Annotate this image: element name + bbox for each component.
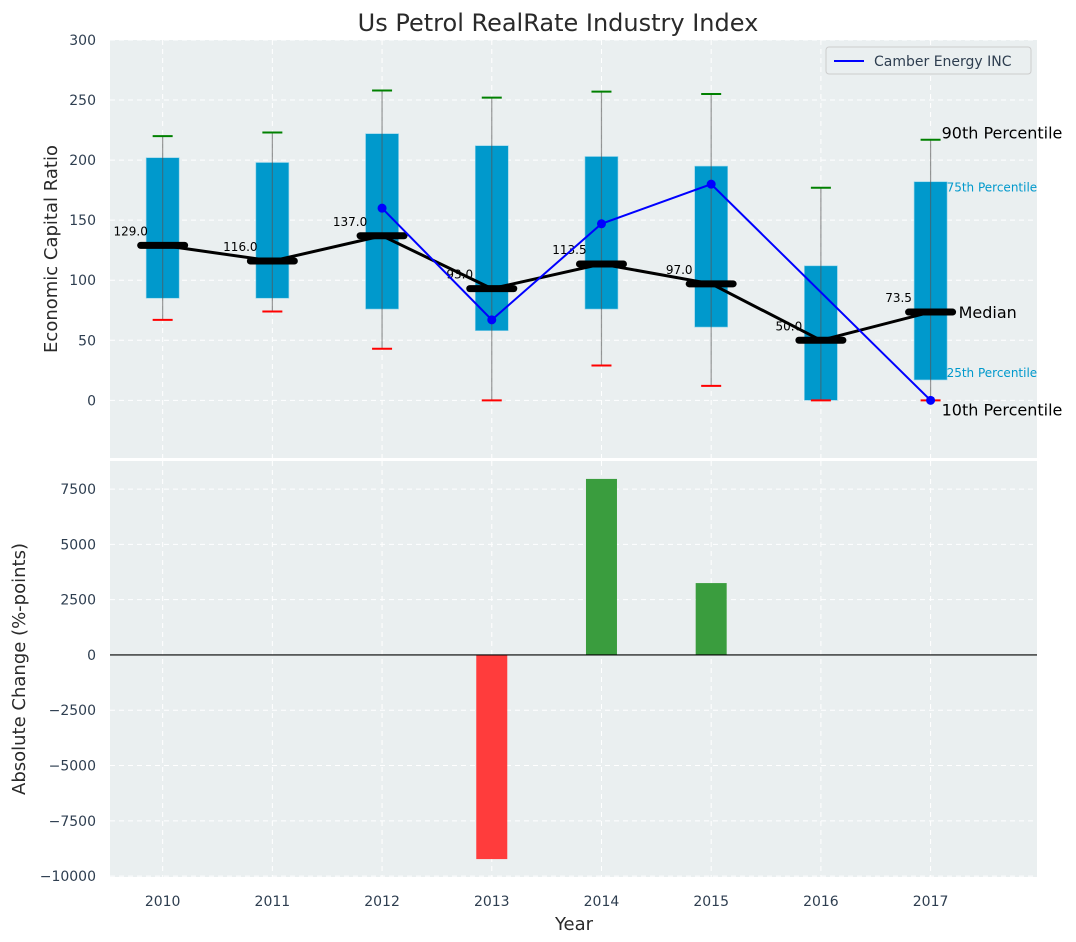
y-tick-label: 150 bbox=[69, 213, 96, 229]
y-tick-label: −2500 bbox=[49, 703, 96, 719]
y-tick-label: 300 bbox=[69, 33, 96, 49]
x-tick-label: 2011 bbox=[255, 894, 291, 910]
change-bar bbox=[585, 478, 617, 655]
company-point bbox=[926, 395, 936, 405]
company-point bbox=[596, 219, 606, 229]
median-value-label: 97.0 bbox=[666, 263, 693, 277]
y-tick-label: 5000 bbox=[60, 537, 96, 553]
x-tick-label: 2013 bbox=[474, 894, 510, 910]
y-tick-label: 250 bbox=[69, 93, 96, 109]
median-value-label: 93.0 bbox=[446, 268, 473, 282]
y-tick-label: 2500 bbox=[60, 593, 96, 609]
annotation-10th: 10th Percentile bbox=[942, 400, 1063, 419]
y-tick-label: 0 bbox=[87, 648, 96, 664]
x-tick-label: 2015 bbox=[693, 894, 729, 910]
company-point bbox=[377, 203, 387, 213]
annotation-25th: 25th Percentile bbox=[947, 366, 1038, 380]
median-value-label: 129.0 bbox=[113, 224, 147, 238]
x-tick-label: 2010 bbox=[145, 894, 181, 910]
median-value-label: 137.0 bbox=[333, 215, 367, 229]
legend-label: Camber Energy INC bbox=[874, 54, 1012, 70]
x-axis-label: Year bbox=[554, 914, 594, 935]
y-tick-label: 0 bbox=[87, 393, 96, 409]
y-tick-label: 50 bbox=[78, 333, 96, 349]
y-tick-label: 200 bbox=[69, 153, 96, 169]
x-tick-label: 2016 bbox=[803, 894, 839, 910]
change-bar bbox=[695, 583, 727, 655]
y-tick-label: 7500 bbox=[60, 482, 96, 498]
company-point bbox=[706, 179, 716, 189]
y-tick-label: −5000 bbox=[49, 759, 96, 775]
median-line bbox=[162, 234, 931, 342]
company-point bbox=[487, 315, 497, 325]
annotation-90th: 90th Percentile bbox=[942, 124, 1063, 143]
median-value-label: 50.0 bbox=[776, 319, 803, 333]
bottom-plot-area bbox=[110, 461, 1037, 877]
median-value-label: 116.0 bbox=[223, 240, 257, 254]
annotation-75th: 75th Percentile bbox=[947, 181, 1038, 195]
y-tick-label: −7500 bbox=[49, 814, 96, 830]
y-tick-label: −10000 bbox=[40, 869, 96, 885]
x-tick-label: 2014 bbox=[584, 894, 620, 910]
y-tick-label: 100 bbox=[69, 273, 96, 289]
change-bar bbox=[476, 654, 508, 860]
y-axis-label-bottom: Absolute Change (%-points) bbox=[9, 543, 30, 795]
median-value-label: 113.5 bbox=[552, 243, 586, 257]
annotation-median: Median bbox=[959, 303, 1017, 322]
y-axis-label-top: Economic Capital Ratio bbox=[41, 145, 62, 353]
x-tick-label: 2017 bbox=[913, 894, 949, 910]
chart-title: Us Petrol RealRate Industry Index bbox=[358, 9, 759, 37]
legend-box bbox=[825, 46, 1032, 75]
x-tick-label: 2012 bbox=[364, 894, 400, 910]
median-value-label: 73.5 bbox=[885, 291, 912, 305]
